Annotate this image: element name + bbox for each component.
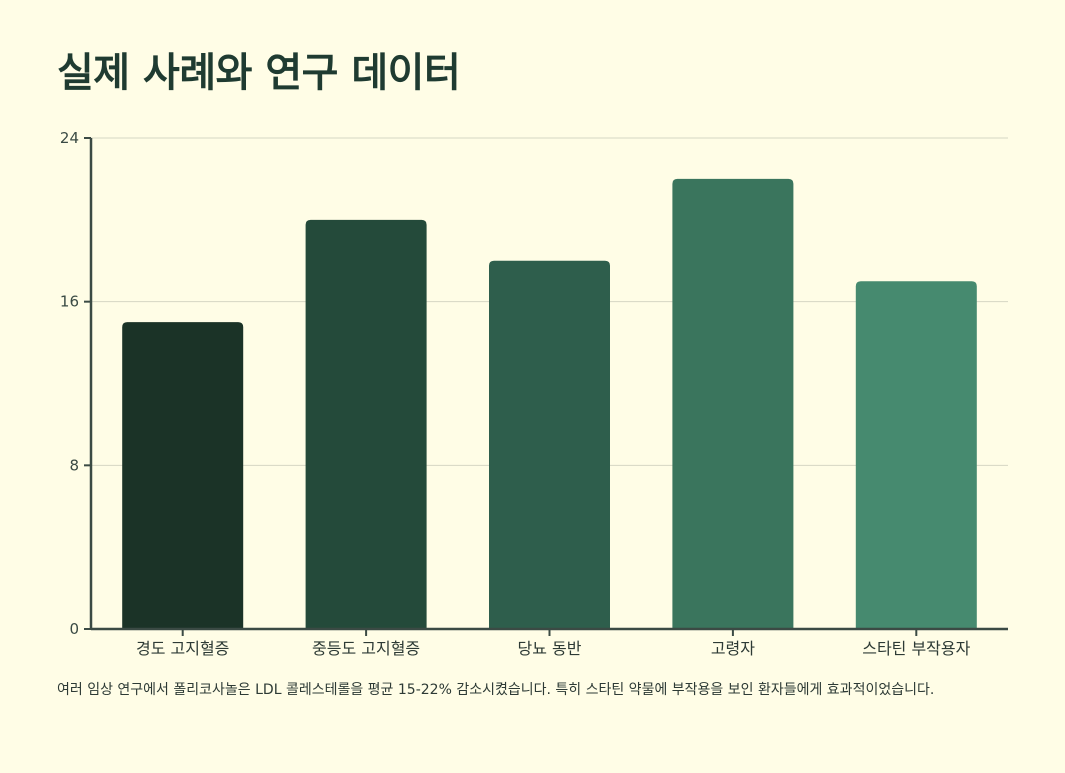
y-tick-label: 8 bbox=[69, 456, 79, 474]
x-tick-label: 중등도 고지혈증 bbox=[312, 639, 420, 658]
y-tick-label: 0 bbox=[69, 620, 79, 638]
bar bbox=[489, 260, 610, 629]
tick-labels: 0 8 16 24 경도 고지혈증 중등도 고지혈증 당뇨 동반 고령자 스타틴 부작용자 bbox=[60, 129, 971, 658]
y-tick-label: 16 bbox=[60, 293, 79, 311]
bar bbox=[122, 322, 244, 629]
x-tick-label: 고령자 bbox=[711, 639, 755, 658]
bars bbox=[122, 178, 977, 630]
x-tick-label: 스타틴 부작용자 bbox=[862, 639, 970, 658]
axes bbox=[84, 137, 1008, 636]
x-tick-label: 경도 고지혈증 bbox=[136, 639, 229, 658]
bar bbox=[305, 219, 427, 630]
x-tick-label: 당뇨 동반 bbox=[518, 639, 582, 658]
page-title: 실제 사례와 연구 데이터 bbox=[57, 50, 461, 96]
bar bbox=[855, 281, 977, 629]
bar bbox=[672, 178, 794, 629]
chart-caption: 여러 임상 연구에서 폴리코사놀은 LDL 콜레스테롤을 평균 15-22% 감… bbox=[57, 682, 935, 698]
y-tick-label: 24 bbox=[60, 129, 79, 147]
